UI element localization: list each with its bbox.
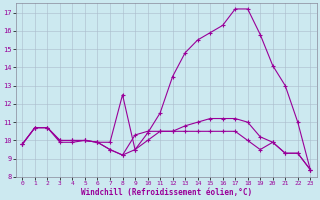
- X-axis label: Windchill (Refroidissement éolien,°C): Windchill (Refroidissement éolien,°C): [81, 188, 252, 197]
